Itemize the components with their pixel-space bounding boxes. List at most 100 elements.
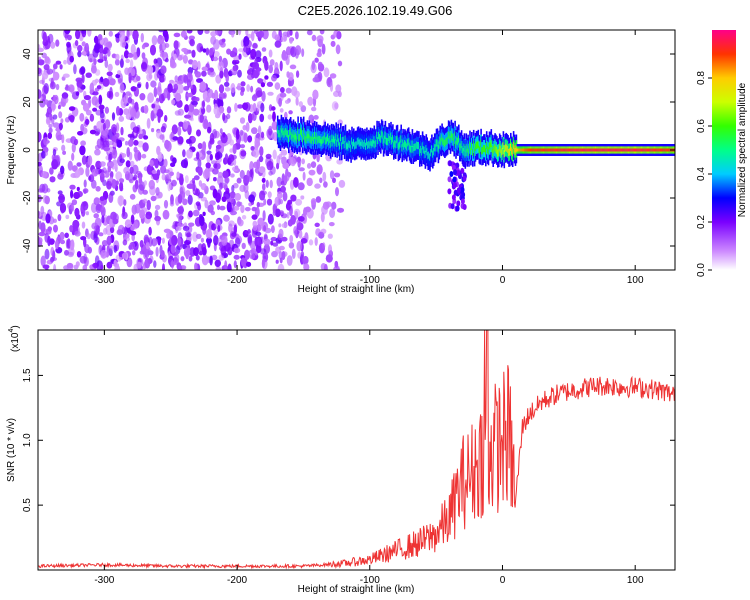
spectrogram-cell xyxy=(233,254,240,260)
spectrogram-cell xyxy=(256,159,261,170)
spectrogram-cell xyxy=(83,179,87,188)
spectrogram-cell xyxy=(648,148,651,152)
spectrogram-cell xyxy=(129,107,136,118)
spectrogram-y-label: Frequency (Hz) xyxy=(6,116,17,185)
spectrogram-cell xyxy=(98,104,105,110)
spectrogram-cell xyxy=(121,252,128,259)
spectrogram-cell xyxy=(367,141,369,149)
spectrogram-cell xyxy=(179,175,184,186)
spectrogram-cell xyxy=(428,151,430,159)
spectrogram-cell xyxy=(131,233,135,242)
spectrogram-cell xyxy=(140,32,144,43)
spectrogram-cell xyxy=(575,148,577,152)
spectrogram-cell xyxy=(167,180,171,192)
spectrogram-cell xyxy=(287,130,289,138)
spectrogram-cell xyxy=(272,209,276,216)
spectrogram-cell xyxy=(175,226,182,231)
spectrogram-cell xyxy=(213,51,220,58)
spectrogram-cell xyxy=(365,142,367,150)
spectrogram-cell xyxy=(177,194,183,204)
spectrogram-cell xyxy=(170,244,176,254)
spectrogram-cell xyxy=(191,101,198,106)
spectrogram-cell xyxy=(637,148,639,152)
spectrogram-cell xyxy=(327,134,329,142)
spectrogram-cell xyxy=(49,114,53,121)
spectrogram-cell xyxy=(198,250,203,256)
spectrogram-cell xyxy=(593,148,596,152)
spectrogram-cell xyxy=(49,176,56,183)
spectrogram-cell xyxy=(212,188,218,199)
spectrogram-cell xyxy=(356,138,359,146)
spectrogram-cell xyxy=(115,180,119,185)
spectrogram-cell xyxy=(151,35,158,46)
spectrogram-cell xyxy=(274,40,282,48)
spectrogram-cell xyxy=(581,148,584,152)
spectrogram-cell xyxy=(225,187,230,194)
spectrogram-cell xyxy=(114,264,121,270)
spectrogram-cell xyxy=(582,148,585,152)
spectrogram-cell xyxy=(127,53,134,58)
spectrogram-cell xyxy=(147,65,154,75)
spectrogram-cell xyxy=(469,141,471,149)
spectrogram-cell xyxy=(512,141,515,150)
spectrogram-cell xyxy=(649,148,651,152)
spectrogram-cell xyxy=(162,263,165,270)
spectrogram-cell xyxy=(248,194,255,203)
spectrogram-cell xyxy=(633,148,636,152)
spectrogram-cell xyxy=(425,145,428,153)
spectrogram-cell xyxy=(69,184,76,190)
spectrogram-cell xyxy=(232,143,237,155)
spectrogram-cell xyxy=(188,222,195,227)
spectrogram-cell xyxy=(160,165,167,174)
spectrogram-cell xyxy=(60,165,65,175)
spectrogram-cell xyxy=(233,224,237,235)
spectrogram-cell xyxy=(312,133,314,141)
spectrogram-cell xyxy=(141,62,148,70)
spectrogram-cell xyxy=(114,91,120,97)
spectrogram-cell xyxy=(250,85,254,93)
spectrogram-cell xyxy=(396,135,399,143)
spectrogram-cell xyxy=(414,143,416,151)
spectrogram-cell xyxy=(370,141,373,149)
spectrogram-cell xyxy=(146,199,151,211)
spectrogram-cell xyxy=(229,148,234,153)
spectrogram-cell xyxy=(563,148,565,152)
y-tick-label: -40 xyxy=(22,238,33,253)
spectrogram-cell xyxy=(415,143,417,151)
spectrogram-cell xyxy=(259,146,264,157)
spectrogram-cell xyxy=(213,177,217,182)
spectrogram-cell xyxy=(456,169,461,176)
spectrogram-cell xyxy=(321,43,326,55)
spectrogram-cell xyxy=(67,34,72,41)
spectrogram-cell xyxy=(302,171,306,181)
spectrogram-cell xyxy=(68,84,75,92)
spectrogram-cell xyxy=(150,80,157,88)
x-tick-label: -200 xyxy=(227,575,247,586)
spectrogram-cell xyxy=(358,139,361,147)
spectrogram-cell xyxy=(186,183,194,189)
spectrogram-cell xyxy=(442,137,444,145)
spectrogram-x-label: Height of straight line (km) xyxy=(298,284,415,295)
spectrogram-cell xyxy=(101,215,105,224)
spectrogram-cell xyxy=(205,162,211,169)
spectrogram-cell xyxy=(144,257,151,269)
spectrogram-cell xyxy=(502,142,505,150)
spectrogram-cell xyxy=(348,140,350,148)
spectrogram-cell xyxy=(398,142,401,150)
spectrogram-cell xyxy=(218,254,225,261)
spectrogram-cell xyxy=(644,148,647,152)
spectrogram-cell xyxy=(184,240,191,245)
spectrogram-cell xyxy=(481,147,483,155)
spectrogram-cell xyxy=(278,228,284,239)
spectrogram-cell xyxy=(337,134,339,142)
spectrogram-cell xyxy=(268,64,274,74)
spectrogram-cell xyxy=(152,173,160,181)
spectrogram-cell xyxy=(66,41,71,48)
spectrogram-cell xyxy=(59,64,63,70)
spectrogram-cell xyxy=(52,122,60,128)
spectrogram-cell xyxy=(303,207,308,217)
spectrogram-cell xyxy=(161,237,165,244)
spectrogram-cell xyxy=(212,56,219,62)
spectrogram-cell xyxy=(157,191,163,199)
spectrogram-cell xyxy=(142,264,146,270)
